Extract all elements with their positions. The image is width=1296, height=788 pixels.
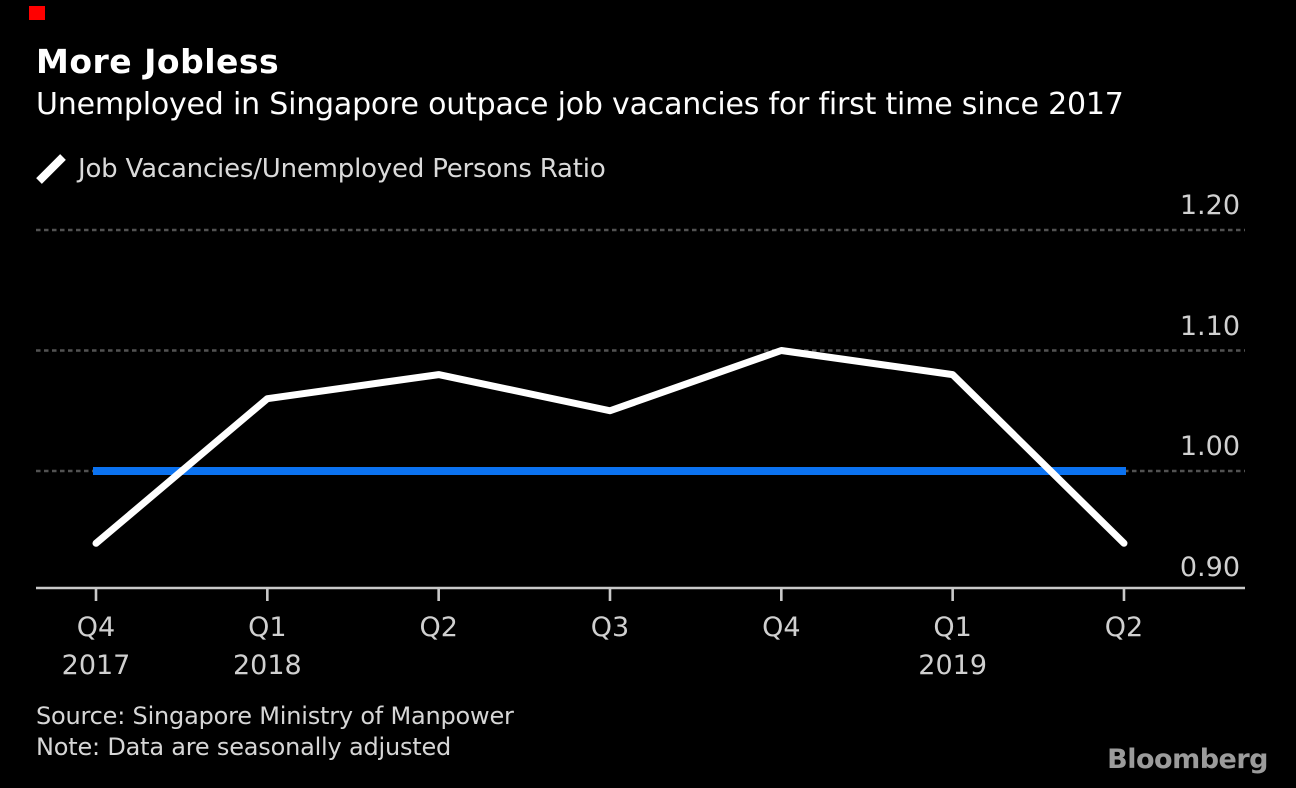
x-tick-year-label: 2017 [61, 650, 131, 681]
legend-label: Job Vacancies/Unemployed Persons Ratio [78, 154, 606, 184]
x-tick-quarter-label: Q2 [419, 612, 458, 643]
y-tick-label: 1.20 [1179, 190, 1240, 221]
line-series-marker-icon [36, 154, 66, 184]
x-tick-year-label: 2018 [232, 650, 302, 681]
legend: Job Vacancies/Unemployed Persons Ratio [34, 150, 606, 188]
x-tick-quarter-label: Q1 [933, 612, 972, 643]
x-tick-year-label: 2019 [918, 650, 987, 681]
source-text: Source: Singapore Ministry of Manpower [36, 702, 514, 730]
x-tick-quarter-label: Q4 [762, 612, 801, 643]
bloomberg-logo: Bloomberg [1107, 744, 1268, 775]
x-tick-quarter-label: Q4 [76, 612, 116, 643]
y-tick-label: 1.00 [1179, 431, 1240, 462]
y-tick-label: 1.10 [1179, 310, 1240, 342]
series-line [92, 347, 1128, 547]
x-tick-quarter-label: Q2 [1104, 612, 1144, 643]
note-text: Note: Data are seasonally adjusted [36, 733, 452, 761]
y-tick-label: 0.90 [1179, 551, 1240, 583]
x-tick-quarter-label: Q1 [248, 612, 287, 643]
bloomberg-red-box-icon [29, 6, 45, 20]
chart-subtitle: Unemployed in Singapore outpace job vaca… [36, 87, 1124, 122]
x-tick-quarter-label: Q3 [590, 612, 630, 643]
chart-title: More Jobless [36, 42, 280, 81]
